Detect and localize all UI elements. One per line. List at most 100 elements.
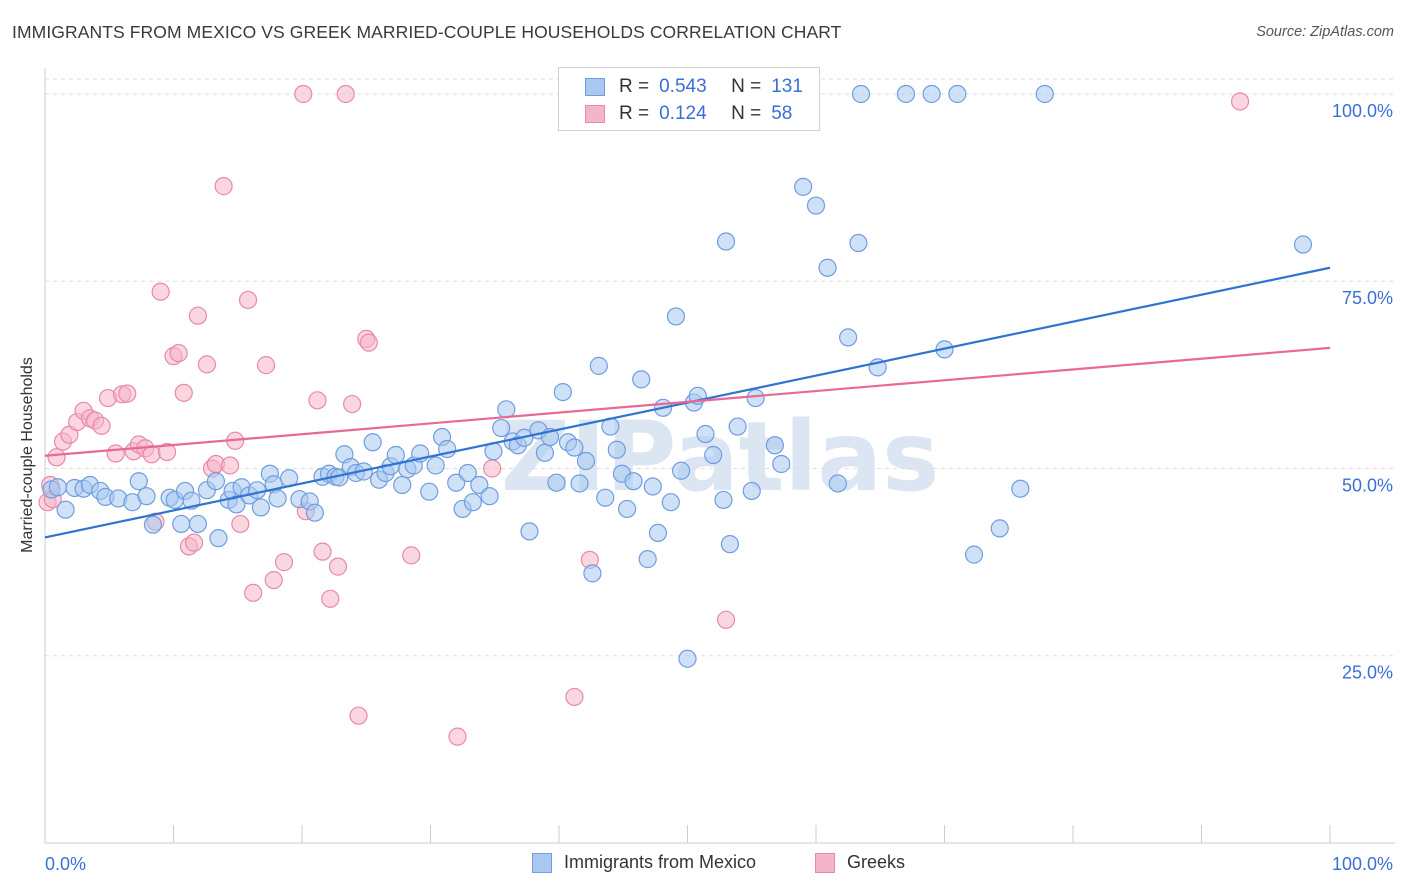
data-point-mexico [896, 84, 916, 104]
legend-n-label: N = [731, 103, 762, 124]
data-point-mexico [547, 473, 566, 492]
data-point-mexico [828, 474, 847, 493]
y-tick-label: 25.0% [1342, 663, 1393, 683]
data-point-mexico [851, 84, 871, 104]
data-point-greeks [256, 356, 276, 375]
data-point-greeks [328, 557, 348, 576]
data-point-greeks [92, 416, 111, 435]
data-point-mexico [172, 514, 191, 534]
data-point-mexico [227, 495, 246, 514]
data-point-greeks [151, 282, 170, 301]
data-point-mexico [704, 445, 723, 465]
data-point-mexico [607, 440, 626, 459]
data-point-mexico [849, 233, 868, 253]
legend-r-label: R = [619, 76, 650, 97]
data-point-mexico [386, 445, 405, 465]
legend-r-label: R = [619, 103, 650, 124]
data-point-mexico [716, 232, 736, 251]
data-point-mexico [720, 535, 740, 554]
data-point-mexico [728, 417, 747, 436]
data-point-mexico [742, 481, 761, 501]
data-point-mexico [818, 258, 837, 277]
data-point-mexico [420, 482, 439, 501]
data-point-mexico [638, 550, 657, 569]
data-point-mexico [661, 493, 680, 512]
data-point-mexico [56, 500, 75, 519]
data-point-mexico [137, 487, 156, 506]
data-point-mexico [520, 522, 539, 541]
data-point-greeks [308, 391, 327, 410]
data-point-mexico [1011, 479, 1030, 498]
data-point-mexico [209, 529, 228, 548]
data-point-mexico [393, 475, 412, 495]
data-point-mexico [839, 328, 858, 347]
data-point-mexico [48, 478, 67, 497]
data-point-mexico [714, 490, 733, 510]
stats-legend: R = 0.543 N = 131 R = 0.124 N = 58 [558, 67, 820, 131]
data-point-mexico [618, 499, 637, 519]
data-point-greeks [716, 610, 736, 629]
y-tick-label: 50.0% [1342, 475, 1393, 495]
data-point-mexico [990, 519, 1009, 538]
data-point-mexico [447, 473, 466, 492]
bottom-legend-greeks: Greeks [815, 852, 905, 873]
trend-line-greeks [44, 346, 1331, 457]
data-point-mexico [576, 451, 596, 471]
y-tick-label: 100.0% [1332, 101, 1393, 121]
legend-r-value: 0.543 [659, 76, 707, 97]
data-point-mexico [553, 382, 572, 402]
data-point-greeks [47, 448, 66, 467]
data-point-greeks [174, 383, 193, 402]
data-point-greeks [343, 394, 362, 414]
data-point-greeks [313, 542, 332, 561]
y-tick-label: 75.0% [1342, 288, 1393, 308]
legend-swatch-blue [585, 78, 605, 96]
data-point-mexico [305, 503, 324, 522]
data-point-mexico [206, 472, 226, 491]
data-point-mexico [589, 356, 608, 375]
data-point-mexico [948, 84, 967, 104]
data-point-greeks [244, 583, 263, 602]
data-point-greeks [157, 442, 177, 462]
data-point-greeks [349, 706, 368, 725]
data-point-mexico [671, 461, 691, 480]
bottom-legend-mexico: Immigrants from Mexico [532, 852, 756, 873]
data-point-mexico [458, 463, 477, 483]
data-point-mexico [188, 514, 208, 534]
data-point-mexico [583, 564, 602, 583]
data-point-greeks [118, 384, 137, 403]
y-axis-label: Married-couple Households [19, 357, 36, 553]
data-point-greeks [184, 533, 204, 552]
x-tick-label: 0.0% [45, 854, 86, 874]
data-point-mexico [426, 456, 445, 475]
data-point-greeks [220, 456, 240, 475]
legend-n-label: N = [731, 76, 762, 97]
data-point-greeks [197, 355, 217, 374]
legend-swatch-pink [585, 105, 605, 123]
data-point-greeks [359, 333, 378, 352]
data-point-greeks [402, 546, 421, 565]
data-point-mexico [570, 474, 589, 493]
data-point-mexico [765, 436, 784, 455]
data-point-mexico [251, 498, 270, 517]
legend-row-mexico: R = 0.543 N = 131 [559, 74, 803, 100]
data-point-greeks [214, 177, 233, 196]
data-point-mexico [143, 515, 163, 534]
bottom-legend-swatch-blue [532, 852, 552, 873]
data-point-mexico [666, 307, 686, 326]
source-label: Source: ZipAtlas.com [1256, 24, 1394, 40]
data-point-greeks [231, 514, 250, 534]
data-point-greeks [238, 290, 258, 310]
data-point-mexico [696, 424, 715, 444]
data-point-mexico [596, 488, 615, 507]
data-point-greeks [169, 344, 188, 363]
data-point-mexico [463, 493, 483, 512]
data-point-mexico [643, 477, 662, 496]
data-point-mexico [624, 472, 643, 491]
data-point-mexico [492, 418, 511, 438]
data-point-greeks [1230, 92, 1250, 111]
legend-n-value: 131 [771, 76, 803, 97]
data-point-greeks [264, 570, 283, 590]
chart-title: IMMIGRANTS FROM MEXICO VS GREEK MARRIED-… [12, 22, 842, 42]
